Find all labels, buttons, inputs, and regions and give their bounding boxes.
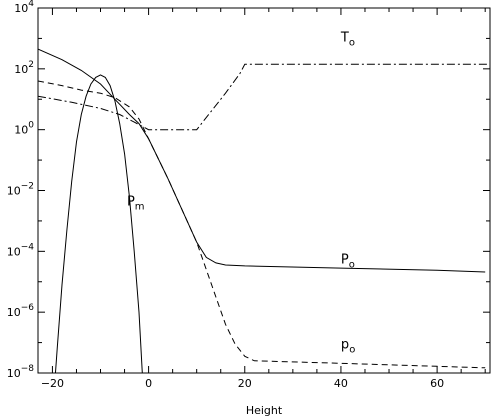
series-line-To xyxy=(38,63,490,131)
x-axis-title: Height xyxy=(246,404,283,417)
x-tick-label: 60 xyxy=(430,377,444,390)
y-tick-label: 10−2 xyxy=(7,182,34,198)
x-tick-label: 40 xyxy=(334,377,348,390)
series-label-Po: Po xyxy=(341,253,355,271)
x-tick-label: −20 xyxy=(41,377,64,390)
y-tick-label: 102 xyxy=(14,60,34,76)
series-labels: Po po To Pm xyxy=(127,30,355,355)
curves xyxy=(38,48,490,373)
series-line-Pm xyxy=(54,74,143,373)
y-tick-label: 10−4 xyxy=(7,242,35,258)
series-line-po xyxy=(38,80,486,369)
axis-ticks: −20 0 20 40 60 104 102 100 10−2 10−4 10−6 10−8 xyxy=(7,0,490,390)
y-tick-label: 100 xyxy=(14,121,34,137)
series-label-Pm: Pm xyxy=(127,195,145,213)
series-label-To: To xyxy=(340,30,355,48)
series-line-Po xyxy=(38,48,486,273)
plot-frame xyxy=(37,7,491,374)
y-tick-label: 10−6 xyxy=(7,303,35,319)
y-tick-label: 10−8 xyxy=(7,364,35,380)
y-tick-label: 104 xyxy=(14,0,34,15)
x-tick-label: 20 xyxy=(238,377,252,390)
series-label-po: po xyxy=(341,338,355,356)
x-tick-label: 0 xyxy=(145,377,152,390)
